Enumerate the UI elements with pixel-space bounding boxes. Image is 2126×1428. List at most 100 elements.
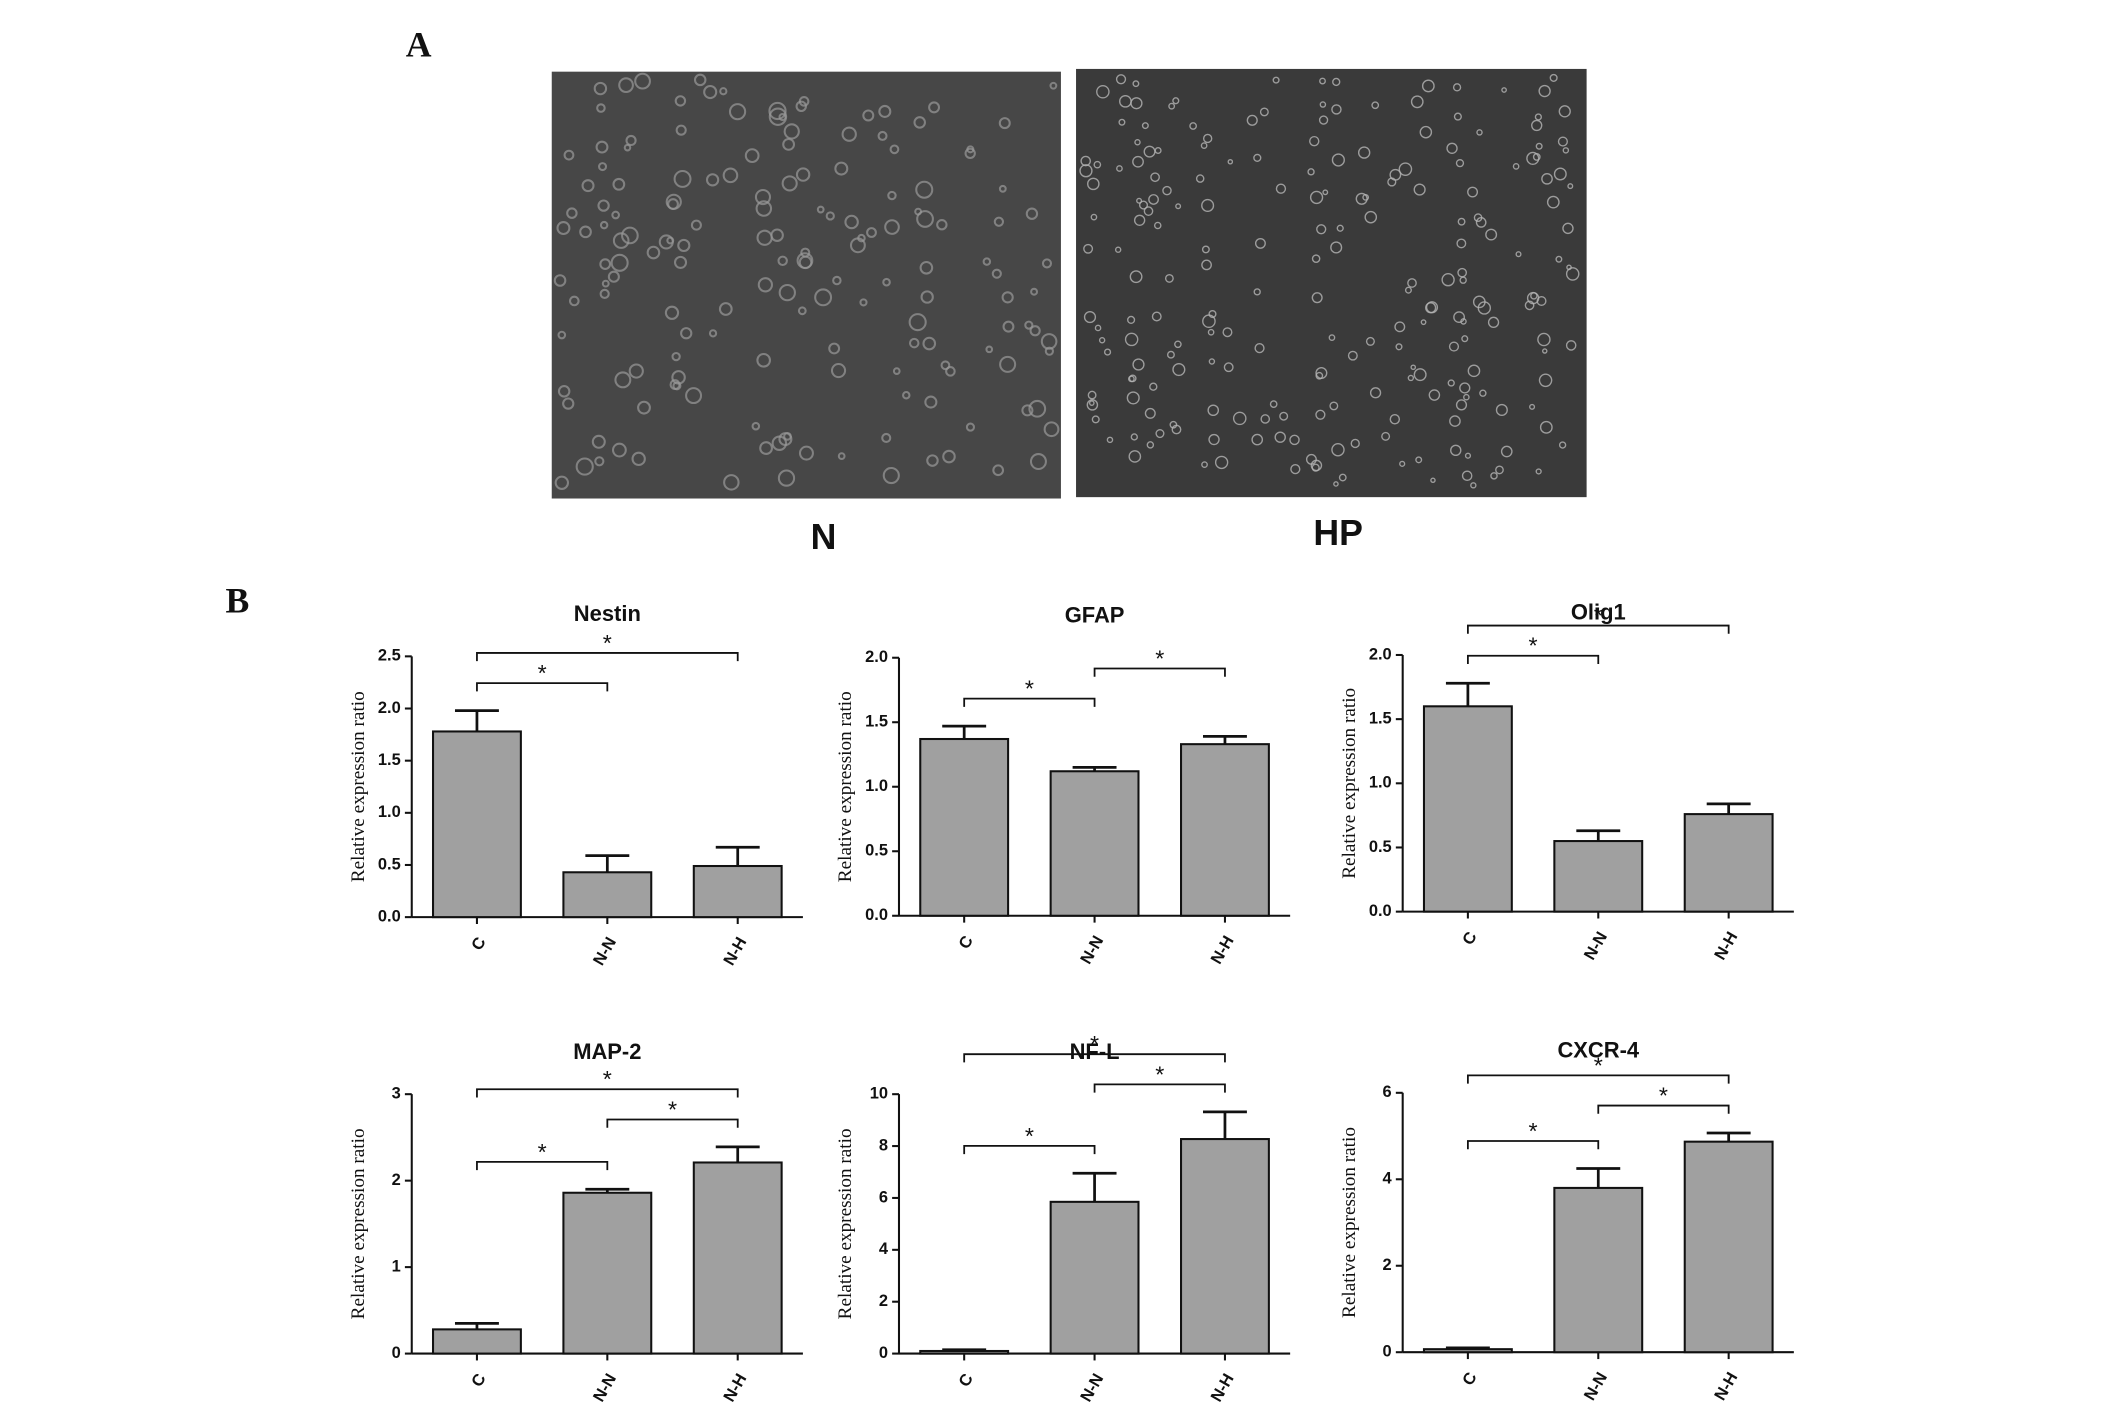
bar [1553,840,1644,913]
cell [1553,167,1567,181]
cell [1021,404,1034,417]
cell [889,144,900,155]
cell [1399,460,1406,467]
x-tick-label: N-H [1711,929,1741,963]
bar [562,1191,653,1355]
cell [1130,433,1138,441]
cell [1318,115,1329,125]
cell [1200,142,1208,149]
cell [1420,319,1427,326]
y-axis-label: Relative expression ratio [1339,1127,1360,1318]
cell [1558,105,1571,118]
significance-label: * [1155,645,1164,671]
cell [991,268,1002,279]
cell [1087,177,1100,191]
cell [1136,197,1143,204]
cell [719,87,728,96]
cell [610,253,629,272]
significance-label: * [1594,602,1603,628]
cell [751,421,761,431]
cell [1269,400,1278,408]
cell [1290,463,1301,475]
significance-bracket [1093,1083,1226,1093]
bar [1049,770,1140,917]
cell [1202,133,1213,144]
x-tick-label: N-N [1581,929,1611,963]
cell [1309,190,1324,205]
cell [673,169,692,188]
cell [595,140,609,154]
cell [940,360,951,371]
cell [1132,358,1145,371]
significance-bracket [476,1160,609,1171]
cell [594,456,605,467]
cell [703,84,718,100]
cell [902,390,911,400]
cell [1526,151,1540,165]
y-axis-label: Relative expression ratio [835,1128,856,1319]
cell [1246,114,1258,126]
cell [892,367,901,375]
cell [1347,350,1358,361]
bar [1683,813,1774,913]
y-tick-label: 1.0 [1369,774,1392,792]
cell [1407,278,1417,288]
cell [1404,286,1412,294]
cell [728,103,747,121]
cell [1535,142,1543,150]
y-tick-label: 2 [392,1171,401,1189]
cell [908,313,927,332]
cell [637,400,651,415]
cell [922,336,937,351]
significance-bracket [476,1088,739,1098]
cell [1309,135,1320,147]
cell [1565,267,1580,281]
cell [908,337,920,349]
cell [877,130,888,141]
cell [1143,206,1154,216]
cell [1331,442,1345,457]
cell [913,116,926,129]
cell [965,422,976,432]
cell [1151,311,1162,322]
bar [692,1161,783,1355]
cell [783,431,792,441]
cell [1150,172,1160,183]
cell [1132,155,1144,168]
y-tick-label: 2.0 [1369,645,1392,663]
cell [1350,438,1360,449]
cell [781,175,798,192]
cell [1088,400,1095,406]
x-tick-label: N-H [1711,1369,1741,1403]
cell [1315,366,1328,380]
cell [1535,468,1542,475]
cell [556,221,571,236]
cell [837,452,846,460]
cell [1214,455,1229,470]
y-tick-label: 0.5 [378,855,401,873]
cell [1558,441,1567,449]
cell [1133,214,1146,226]
bar [919,737,1010,917]
cell [920,290,934,304]
cell [1537,332,1551,347]
cell [795,100,807,113]
cell [862,109,875,122]
cell [1479,389,1487,397]
cell [1091,415,1100,424]
cell [675,124,687,136]
cell [964,147,976,160]
bar [919,1349,1010,1355]
y-tick-label: 2 [1383,1256,1392,1274]
cell [1555,255,1563,263]
cell [1132,80,1140,88]
cell [568,295,580,307]
cell [1500,445,1513,458]
x-tick-label: N-H [1207,1371,1237,1405]
cell [1398,162,1413,176]
cell [1311,254,1321,263]
x-tick-label: C [955,933,977,952]
cell [677,238,691,253]
cell [593,81,608,96]
cell [936,219,948,231]
